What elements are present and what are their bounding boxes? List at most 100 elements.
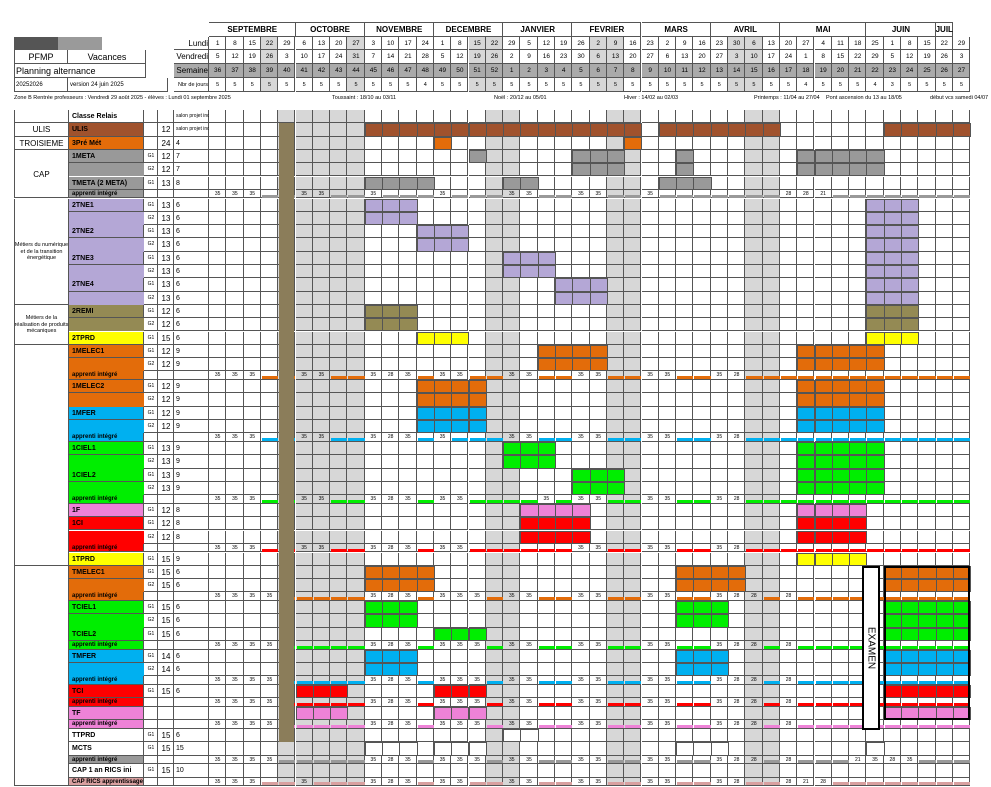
class-cell — [69, 481, 144, 496]
week-slot — [710, 517, 728, 531]
week-slot — [572, 729, 590, 743]
hours-value — [176, 641, 209, 650]
apprenti-bar — [815, 597, 832, 601]
week-slot — [762, 481, 780, 496]
week-slot — [312, 278, 331, 292]
week-slot — [883, 442, 901, 456]
month-label: JUIL — [935, 25, 953, 34]
week-slot — [416, 198, 434, 212]
apprenti-bar — [486, 499, 504, 503]
week-slot — [209, 278, 227, 292]
pfmp-block — [606, 123, 626, 137]
week-slot — [451, 198, 469, 212]
apprenti-bar — [902, 725, 919, 728]
week-value: 43 — [335, 67, 343, 74]
week-slot — [797, 764, 815, 778]
week-slot — [347, 707, 365, 721]
week-slot — [555, 189, 573, 199]
week-slot — [226, 517, 244, 531]
pfmp-block — [676, 614, 695, 628]
pfmp-block — [710, 123, 730, 137]
week-slot — [779, 136, 798, 150]
pfmp-block — [537, 503, 557, 518]
week-slot — [606, 685, 625, 699]
student-count: 15 — [161, 554, 171, 564]
week-slot — [797, 601, 815, 615]
week-slot — [779, 503, 798, 518]
week-slot — [485, 110, 504, 124]
week-slot — [537, 614, 555, 628]
apprenti-bar — [832, 438, 850, 441]
week-slot — [918, 189, 936, 199]
week-slot — [433, 565, 452, 580]
week-slot — [658, 189, 677, 199]
apprenti-bar — [832, 725, 850, 728]
apprenti-bar — [486, 548, 504, 552]
pfmp-block — [831, 468, 851, 482]
week-slot — [451, 291, 469, 305]
week-slot — [901, 110, 919, 124]
apprenti-bar — [313, 703, 331, 706]
week-slot — [243, 211, 261, 226]
week-slot — [330, 552, 348, 566]
apprenti-bar — [832, 499, 850, 503]
week-slot — [243, 380, 261, 394]
week-slot — [572, 225, 590, 239]
pfmp-block — [866, 318, 885, 332]
week-slot — [382, 331, 400, 345]
week-slot — [589, 455, 607, 469]
week-slot — [555, 649, 573, 663]
week-slot — [624, 149, 642, 164]
week-slot — [624, 265, 642, 279]
week-slot — [849, 198, 867, 212]
week-slot — [433, 649, 452, 663]
week-slot — [918, 238, 936, 252]
apprenti-bar — [936, 438, 953, 441]
week-slot — [312, 318, 331, 332]
apprenti-bar — [607, 645, 625, 649]
week-slot — [728, 503, 746, 518]
group-label — [144, 698, 158, 707]
week-slot — [693, 455, 711, 469]
week-slot — [260, 251, 279, 265]
week-slot — [330, 163, 348, 177]
week-slot — [589, 729, 607, 743]
week-slot — [364, 442, 382, 456]
week-value: 11 — [837, 40, 844, 47]
week-slot — [779, 358, 798, 372]
week-value: 10 — [750, 53, 758, 60]
week-slot — [260, 729, 279, 743]
week-slot — [797, 136, 815, 150]
week-slot — [347, 468, 365, 482]
week-slot — [520, 649, 538, 663]
week-slot — [260, 176, 279, 190]
student-count — [158, 698, 174, 707]
week-cell — [779, 64, 798, 78]
week-slot — [641, 393, 659, 407]
week-slot — [520, 663, 538, 677]
week-slot — [260, 136, 279, 150]
apprenti-hours: 35 — [439, 190, 446, 197]
week-slot — [537, 764, 555, 778]
week-slot — [606, 380, 625, 394]
week-slot — [451, 110, 469, 124]
week-slot — [710, 110, 728, 124]
apprenti-hours: 35 — [214, 593, 221, 600]
month-label: FEVRIER — [589, 25, 625, 34]
week-slot — [849, 304, 867, 319]
month-label: JANVIER — [520, 25, 556, 34]
week-value: 20 — [698, 53, 706, 60]
week-slot — [382, 503, 400, 518]
week-slot — [918, 304, 936, 319]
hours-value: 9 — [176, 361, 180, 369]
pfmp-block — [866, 380, 885, 394]
apprenti-bar — [607, 681, 625, 684]
week-slot — [918, 380, 936, 394]
pfmp-block — [831, 393, 851, 407]
apprenti-hours: 35 — [370, 699, 377, 706]
week-slot — [520, 136, 538, 150]
apprenti-hours: 35 — [457, 756, 463, 763]
week-slot — [399, 468, 417, 482]
week-slot — [762, 189, 780, 199]
week-value: 10 — [300, 53, 308, 60]
